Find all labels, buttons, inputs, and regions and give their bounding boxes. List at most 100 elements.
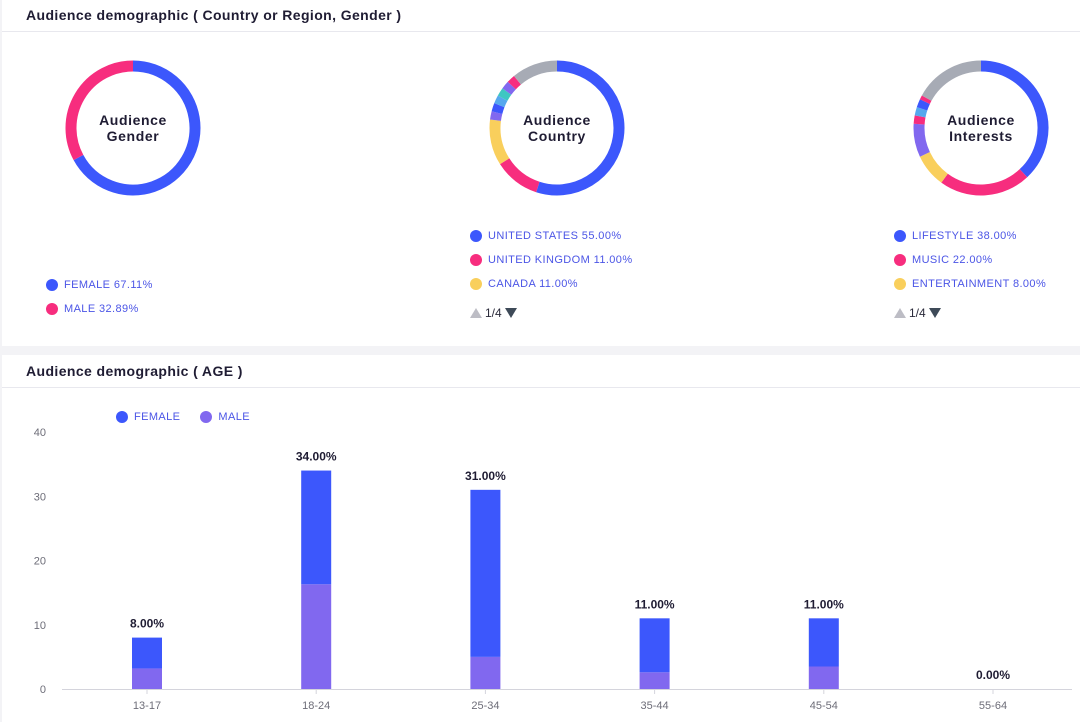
donut-svg [489,60,625,196]
donut-slice[interactable] [941,169,1028,196]
country-legend: UNITED STATES 55.00% UNITED KINGDOM 11.00… [470,224,633,296]
bar-segment-female[interactable] [808,618,839,667]
interests-donut-chart: Audience Interests [911,58,1051,198]
bottom-panel: Audience demographic ( AGE ) 0 10 20 30 40 8.… [2,355,1080,722]
legend-item[interactable]: UNITED KINGDOM 11.00% [470,248,633,272]
bar-segment-female[interactable] [639,618,670,673]
bar-total-label: 8.00% [130,617,164,631]
legend-label: MALE 32.89% [64,303,139,315]
pager-text: 1/4 [485,306,502,320]
legend-label: UNITED STATES 55.00% [488,230,622,242]
legend-label: FEMALE 67.11% [64,279,153,291]
donut-label-line: Country [528,128,586,144]
donut-slice[interactable] [919,151,948,183]
bar-total-label: 0.00% [976,668,1010,682]
donut-slice[interactable] [502,81,516,95]
arrow-up-icon[interactable] [894,308,906,318]
panel-title: Audience demographic ( AGE ) [26,363,243,379]
donut-slice[interactable] [490,111,503,121]
arrow-down-icon[interactable] [504,308,517,318]
x-tick-label: 55-64 [979,700,1007,712]
y-tick-label: 30 [34,491,46,503]
age-bar-chart: 0 10 20 30 40 8.00% 13-17 34.00% 18-24 31.00% 25-3… [34,427,1072,712]
donut-label-line: Interests [949,128,1013,144]
legend-label: LIFESTYLE 38.00% [912,230,1017,242]
donut-label-line: Audience [99,112,167,128]
legend-item[interactable]: UNITED STATES 55.00% [470,224,633,248]
legend-label: ENTERTAINMENT 8.00% [912,278,1047,290]
donut-slice[interactable] [500,158,540,193]
x-tick-label: 25-34 [471,700,499,712]
arrow-up-icon[interactable] [470,308,482,318]
bar-segment-male[interactable] [808,666,839,689]
interests-legend: LIFESTYLE 38.00% MUSIC 22.00% ENTERTAINMEN… [894,224,1046,296]
interests-pager: 1/4 [894,303,941,323]
divider [2,31,1080,32]
bar-total-label: 31.00% [465,469,506,483]
bar-segment-male[interactable] [301,584,332,689]
top-panel: Audience demographic ( Country or Region… [2,0,1080,346]
legend-item[interactable]: MALE 32.89% [46,297,153,321]
donut-slice[interactable] [536,60,625,196]
arrow-down-icon[interactable] [928,308,941,318]
bar-total-label: 11.00% [804,597,844,611]
legend-dot-icon [46,279,58,291]
bar-segment-male[interactable] [470,656,501,689]
bar-segment-female[interactable] [301,470,332,585]
donut-slice[interactable] [980,60,1049,178]
donut-slice[interactable] [489,119,510,165]
donut-svg [65,60,201,196]
donut-slice[interactable] [513,60,558,85]
legend-dot-icon [200,411,213,423]
legend-dot-icon [894,254,906,266]
x-tick-label: 35-44 [641,700,669,712]
donut-slice[interactable] [65,60,134,161]
legend-dot-icon [470,278,482,290]
x-tick-label: 13-17 [133,700,161,712]
bar-segment-male[interactable] [132,668,162,689]
gender-legend: FEMALE 67.11% MALE 32.89% [46,273,153,321]
y-tick-label: 0 [40,684,46,696]
legend-item[interactable]: ENTERTAINMENT 8.00% [894,272,1046,296]
x-tick-label: 18-24 [302,700,330,712]
legend-dot-icon [46,303,58,315]
y-tick-label: 40 [34,427,46,439]
donut-slice[interactable] [914,107,928,118]
legend-label: UNITED KINGDOM 11.00% [488,254,633,266]
y-tick-label: 10 [34,620,46,632]
legend-label: FEMALE [134,411,181,423]
legend-dot-icon [470,254,482,266]
bar-total-label: 11.00% [635,597,675,611]
donut-slice[interactable] [921,60,982,101]
legend-label: CANADA 11.00% [488,278,578,290]
panel-title: Audience demographic ( Country or Region… [26,7,402,23]
bar-segment-female[interactable] [470,489,501,657]
y-tick-label: 20 [34,556,46,568]
legend-dot-icon [116,411,128,423]
legend-dot-icon [894,230,906,242]
donut-slice[interactable] [73,60,201,196]
donut-slice[interactable] [916,99,930,111]
legend-item[interactable]: LIFESTYLE 38.00% [894,224,1046,248]
legend-item[interactable]: MUSIC 22.00% [894,248,1046,272]
donut-slice[interactable] [919,95,932,104]
donut-label-line: Audience [523,112,591,128]
divider [2,387,1080,388]
bar-segment-male[interactable] [639,672,670,689]
legend-label: MALE [218,411,250,423]
donut-slice[interactable] [913,123,930,157]
legend-item[interactable]: MALE [200,405,250,429]
donut-slice[interactable] [491,103,505,115]
legend-item[interactable]: FEMALE [116,405,180,429]
donut-slice[interactable] [494,95,508,108]
donut-slice[interactable] [507,75,522,90]
legend-dot-icon [894,278,906,290]
country-donut-chart: Audience Country [487,58,627,198]
legend-item[interactable]: FEMALE 67.11% [46,273,153,297]
legend-item[interactable]: CANADA 11.00% [470,272,633,296]
donut-slice[interactable] [497,88,512,101]
bar-segment-female[interactable] [132,637,162,669]
donut-label-line: Gender [106,128,160,144]
legend-dot-icon [470,230,482,242]
donut-slice[interactable] [913,115,926,125]
